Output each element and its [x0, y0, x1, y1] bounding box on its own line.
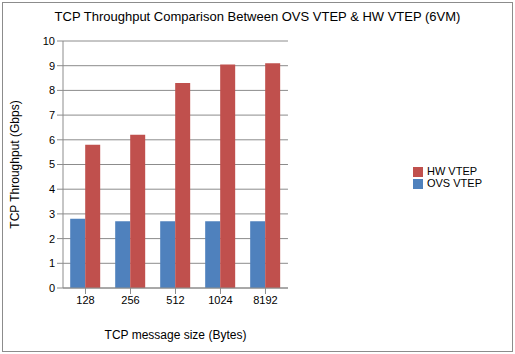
svg-text:8192: 8192 [253, 294, 277, 306]
html-text:TCP Throughput Comparison Betw: TCP Throughput Comparison Between OVS VT… [54, 9, 461, 24]
svg-text:4: 4 [49, 183, 55, 195]
svg-text:9: 9 [49, 60, 55, 72]
svg-text:8: 8 [49, 84, 55, 96]
svg-text:1024: 1024 [208, 294, 232, 306]
svg-text:6: 6 [49, 134, 55, 146]
svg-text:128: 128 [76, 294, 94, 306]
svg-text:10: 10 [43, 35, 55, 47]
svg-text:5: 5 [49, 158, 55, 170]
svg-text:0: 0 [49, 282, 55, 294]
svg-text:1: 1 [49, 257, 55, 269]
svg-text:2: 2 [49, 233, 55, 245]
svg-text:512: 512 [166, 294, 184, 306]
html-text:OVS VTEP: OVS VTEP [427, 177, 482, 189]
svg-text:256: 256 [121, 294, 139, 306]
html-text:HW VTEP: HW VTEP [427, 164, 478, 177]
svg-text:TCP message size (Bytes): TCP message size (Bytes) [105, 328, 247, 342]
svg-text:3: 3 [49, 208, 55, 220]
svg-text:TCP Throughput (Gbps): TCP Throughput (Gbps) [8, 100, 22, 228]
svg-text:7: 7 [49, 109, 55, 121]
